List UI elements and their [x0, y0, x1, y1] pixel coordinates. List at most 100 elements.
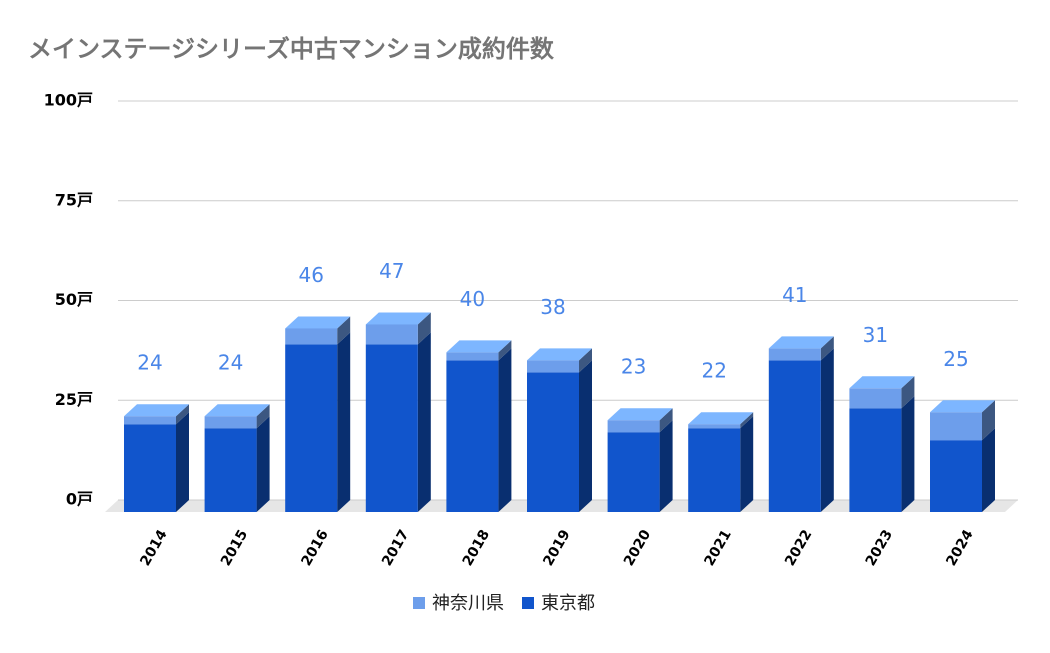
- total-label: 47: [379, 259, 404, 283]
- bar-side: [337, 316, 351, 345]
- bar-side: [901, 396, 915, 512]
- bar: [446, 360, 499, 512]
- bar-top: [124, 404, 189, 417]
- bar: [768, 348, 821, 361]
- total-label: 22: [701, 359, 726, 383]
- bar-side: [740, 416, 754, 512]
- bar-top: [446, 340, 512, 353]
- bar-segment: [768, 348, 834, 512]
- bar-segment: [446, 348, 512, 512]
- bar-side: [256, 416, 270, 512]
- bar-segment: [446, 340, 512, 361]
- bar-top: [849, 376, 915, 389]
- bar: [688, 424, 741, 429]
- bar-segment: [285, 332, 351, 512]
- total-label: 23: [621, 355, 646, 379]
- y-tick-label: 50戸: [55, 290, 93, 309]
- bar-segment: [607, 420, 673, 512]
- bar-segment: [607, 408, 673, 433]
- bar-top: [930, 400, 995, 413]
- bar: [285, 344, 338, 512]
- bar-top: [365, 312, 431, 325]
- bar-side: [498, 348, 512, 512]
- bar-side: [176, 404, 189, 425]
- chart-title: メインステージシリーズ中古マンション成約件数: [28, 35, 555, 63]
- bar-segment: [204, 404, 270, 429]
- total-label: 41: [782, 283, 807, 307]
- bar-segment: [849, 396, 915, 512]
- bar-top: [285, 316, 351, 329]
- total-label: 31: [863, 323, 888, 347]
- bar: [527, 372, 579, 512]
- bar-segment: [365, 312, 431, 345]
- bar-segment: [930, 428, 995, 512]
- bar: [688, 428, 741, 512]
- bar: [204, 416, 257, 429]
- bar-top: [204, 404, 270, 417]
- bar-side: [820, 348, 834, 512]
- bar-side: [417, 332, 431, 512]
- bar-side: [579, 360, 592, 512]
- bar-segment: [365, 332, 431, 512]
- bar: [849, 408, 902, 512]
- bar: [124, 416, 176, 425]
- bar-top: [688, 412, 754, 425]
- bar-side: [417, 312, 431, 345]
- bar-segment: [688, 416, 754, 512]
- bar-top: [527, 348, 592, 361]
- bar-side: [740, 412, 754, 429]
- bar-side: [579, 348, 592, 373]
- bar-side: [982, 400, 995, 441]
- y-tick-label: 25戸: [55, 390, 93, 409]
- bar-segment: [285, 316, 351, 345]
- bar: [204, 428, 257, 512]
- bar-segment: [527, 360, 592, 512]
- total-label: 25: [943, 347, 968, 371]
- legend-swatch: [413, 597, 425, 609]
- bar-top: [768, 336, 834, 349]
- bar: [446, 352, 499, 361]
- legend-label: 神奈川県: [432, 593, 504, 614]
- bar-side: [337, 332, 351, 512]
- total-label: 24: [137, 351, 162, 375]
- bar: [607, 432, 660, 512]
- bar-top: [607, 408, 673, 421]
- legend-swatch: [522, 597, 534, 609]
- total-label: 38: [540, 295, 565, 319]
- bar-side: [256, 404, 270, 429]
- bar-segment: [930, 400, 995, 441]
- bar: [124, 424, 176, 512]
- total-label: 24: [218, 351, 243, 375]
- bar-segment: [204, 416, 270, 512]
- bar-side: [659, 420, 673, 512]
- bar-side: [659, 408, 673, 433]
- y-tick-label: 100戸: [44, 91, 93, 110]
- bar-segment: [688, 412, 754, 429]
- bar: [849, 388, 902, 409]
- bar: [930, 412, 982, 441]
- total-label: 46: [298, 263, 323, 287]
- bar-segment: [124, 412, 189, 512]
- bar-segment: [849, 376, 915, 409]
- total-label: 40: [460, 287, 485, 311]
- bar: [527, 360, 579, 373]
- bar-side: [982, 428, 995, 512]
- bar: [607, 420, 660, 433]
- bar-side: [820, 336, 834, 361]
- legend-label: 東京都: [541, 593, 595, 614]
- bar-side: [176, 412, 189, 512]
- bar: [768, 360, 821, 512]
- bar: [930, 440, 982, 512]
- bar: [285, 328, 338, 345]
- bar-side: [901, 376, 915, 409]
- bar: [365, 344, 418, 512]
- bar-segment: [527, 348, 592, 373]
- y-tick-label: 0戸: [66, 490, 93, 509]
- bar-segment: [768, 336, 834, 361]
- bar-side: [498, 340, 512, 361]
- bar: [365, 324, 418, 345]
- bar-segment: [124, 404, 189, 425]
- y-tick-label: 75戸: [55, 190, 93, 209]
